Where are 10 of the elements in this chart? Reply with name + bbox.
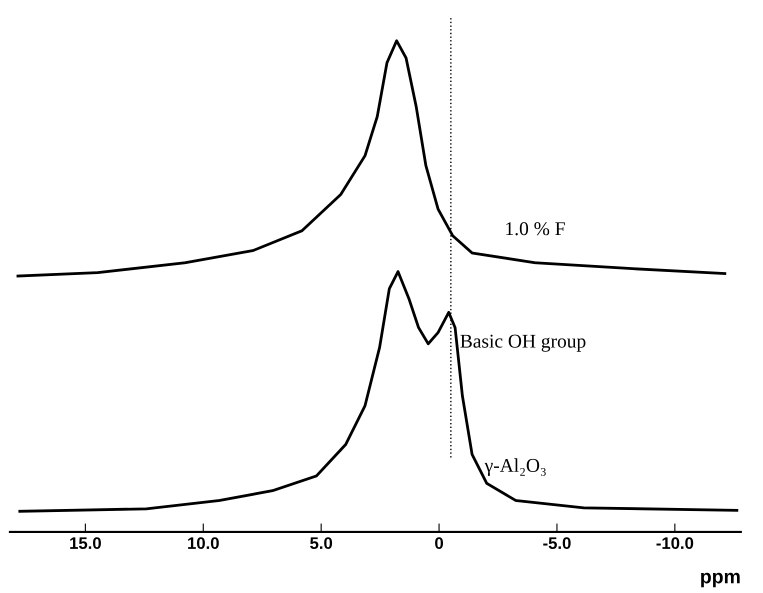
x-tick-label: -5.0 (543, 537, 571, 550)
x-tick-label: 10.0 (188, 537, 219, 550)
x-axis-title: ppm (701, 572, 740, 588)
annotation: Basic OH group (460, 334, 586, 352)
series-label: 1.0 % F (506, 222, 565, 236)
x-tick-label: -10.0 (656, 537, 694, 550)
x-tick-label: 15.0 (70, 537, 101, 550)
series-label: γ-Al₂O₃ (484, 458, 546, 476)
x-tick-label: 0 (435, 537, 444, 550)
x-tick-label: 5.0 (310, 537, 332, 550)
